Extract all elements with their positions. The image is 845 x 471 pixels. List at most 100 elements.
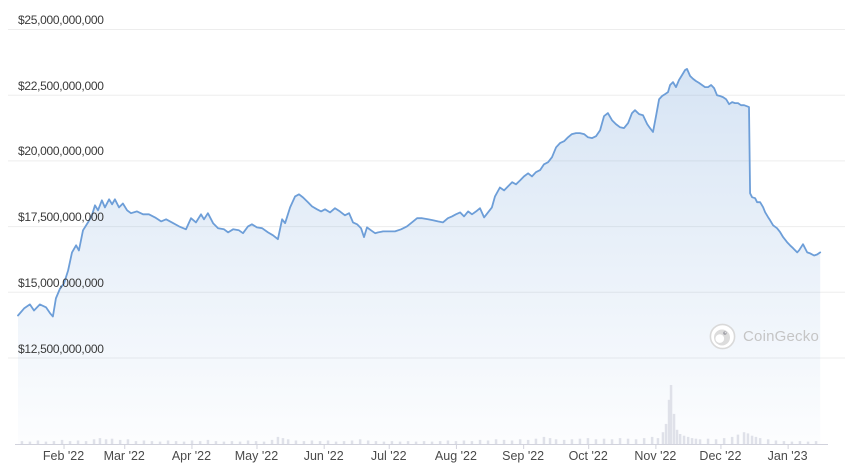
volume-bar xyxy=(682,435,686,444)
volume-bar xyxy=(166,440,170,444)
volume-bar xyxy=(534,438,538,444)
volume-bar xyxy=(586,438,590,444)
volume-bar xyxy=(68,441,72,445)
volume-bar xyxy=(414,441,418,444)
volume-bar xyxy=(570,439,574,444)
volume-bar xyxy=(470,441,474,445)
volume-bar xyxy=(134,441,138,445)
volume-bar xyxy=(686,436,690,444)
volume-bar xyxy=(60,439,64,444)
volume-bar xyxy=(126,439,130,444)
volume-bar xyxy=(190,440,194,444)
volume-bar xyxy=(542,436,546,444)
volume-bar xyxy=(398,441,402,444)
volume-bar xyxy=(206,439,210,444)
volume-bar xyxy=(518,439,522,444)
volume-bar xyxy=(238,441,242,444)
volume-bar xyxy=(656,438,660,444)
volume-bar xyxy=(98,438,102,444)
volume-bar xyxy=(754,436,758,444)
coingecko-gecko-icon xyxy=(709,323,736,350)
volume-bar xyxy=(736,434,740,444)
volume-bar xyxy=(790,441,794,444)
volume-bar xyxy=(104,439,108,444)
volume-bar xyxy=(281,438,285,444)
y-axis-label: $12,500,000,000 xyxy=(18,341,104,356)
volume-bar xyxy=(286,439,290,444)
volume-bar xyxy=(318,441,322,445)
volume-bar xyxy=(158,441,162,444)
volume-bar xyxy=(502,439,506,444)
volume-bar xyxy=(667,399,671,445)
price-line xyxy=(17,68,822,318)
volume-bar xyxy=(454,441,458,445)
volume-bar xyxy=(746,433,750,444)
volume-bar xyxy=(110,438,114,444)
volume-bar xyxy=(294,440,298,444)
y-axis-label: $20,000,000,000 xyxy=(18,144,104,159)
volume-bar xyxy=(182,441,186,444)
area-fill xyxy=(18,68,821,445)
volume-bar xyxy=(342,441,346,445)
volume-bar xyxy=(358,439,362,444)
volume-bar xyxy=(262,441,266,444)
volume-bar xyxy=(438,441,442,445)
volume-bar xyxy=(302,441,306,445)
volume-bar xyxy=(174,441,178,445)
volume-bar xyxy=(510,440,514,444)
volume-bar xyxy=(28,441,32,444)
x-axis-label: Sep '22 xyxy=(502,449,545,463)
volume-bar xyxy=(230,441,234,445)
volume-bar xyxy=(52,441,56,445)
volume-bar xyxy=(118,439,122,444)
x-axis-label: May '22 xyxy=(234,449,279,463)
volume-bar xyxy=(310,440,314,444)
volume-bar xyxy=(142,440,146,444)
y-axis-label: $15,000,000,000 xyxy=(18,275,104,290)
volume-bar xyxy=(326,440,330,444)
volume-bar xyxy=(44,441,48,444)
volume-bar xyxy=(722,438,726,444)
volume-bar xyxy=(626,438,630,444)
volume-bar xyxy=(390,441,394,445)
volume-bar xyxy=(774,440,778,444)
volume-bar xyxy=(750,435,754,444)
volume-bar xyxy=(562,439,566,444)
volume-bar xyxy=(661,432,665,444)
volume-bar xyxy=(374,441,378,445)
volume-bar xyxy=(698,439,702,444)
x-axis-label: Apr '22 xyxy=(171,449,212,463)
volume-bar xyxy=(222,441,226,444)
volume-bar xyxy=(742,432,746,444)
volume-bar xyxy=(634,439,638,444)
x-axis-label: Jun '22 xyxy=(303,449,344,463)
x-axis-label: Dec '22 xyxy=(699,449,742,463)
x-axis-label: Jan '23 xyxy=(767,449,808,463)
volume-bar xyxy=(526,439,530,444)
volume-bar xyxy=(446,440,450,444)
volume-bar xyxy=(690,438,694,444)
x-axis-label: Feb '22 xyxy=(42,449,85,463)
volume-bar xyxy=(602,438,606,444)
volume-bar xyxy=(610,439,614,444)
volume-bar xyxy=(214,441,218,445)
volume-bar xyxy=(382,441,386,444)
volume-bar xyxy=(672,413,676,444)
volume-bar xyxy=(730,436,734,444)
volume-bar xyxy=(814,441,818,445)
watermark-label: CoinGecko xyxy=(743,328,820,345)
volume-bar xyxy=(782,441,786,445)
volume-bar xyxy=(650,436,654,444)
volume-bar xyxy=(246,440,250,444)
coingecko-watermark: CoinGecko xyxy=(709,323,819,350)
volume-bar xyxy=(198,441,202,445)
volume-bar xyxy=(554,439,558,444)
volume-bar xyxy=(664,423,668,444)
volume-bar xyxy=(36,440,40,444)
volume-bar xyxy=(20,441,24,445)
volume-bar xyxy=(766,439,770,444)
volume-bar xyxy=(84,441,88,445)
volume-bar xyxy=(422,441,426,445)
volume-bar xyxy=(276,436,280,444)
